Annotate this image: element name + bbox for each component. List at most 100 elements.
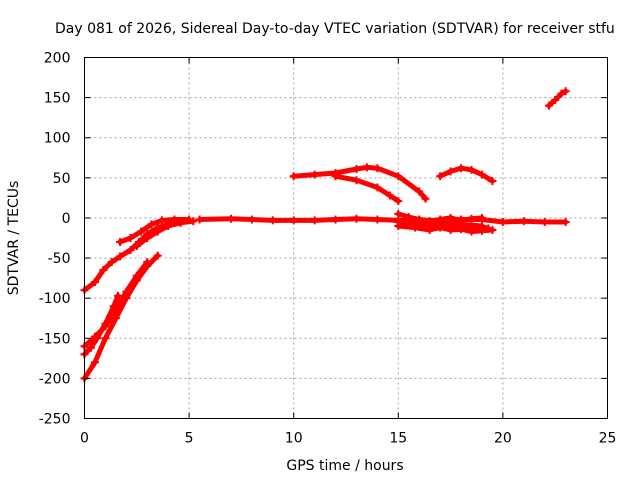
data-point: [101, 322, 110, 331]
series-spur-1: [546, 88, 569, 109]
series-track-2: [82, 253, 161, 381]
data-point: [373, 183, 382, 192]
data-point: [421, 194, 430, 203]
data-point: [247, 215, 256, 224]
data-point: [477, 213, 486, 222]
x-tick-label: 15: [389, 431, 407, 447]
data-point: [289, 216, 298, 225]
data-point: [122, 287, 131, 296]
data-point: [331, 215, 340, 224]
y-tick-label: -150: [39, 331, 71, 347]
data-point: [540, 217, 549, 226]
x-tick-label: 20: [494, 431, 512, 447]
data-point: [457, 223, 466, 232]
data-point: [310, 170, 319, 179]
data-point: [519, 217, 528, 226]
data-point: [488, 177, 497, 186]
data-point: [373, 215, 382, 224]
data-point: [90, 358, 99, 367]
x-tick-label: 0: [80, 431, 89, 447]
y-tick-label: 100: [44, 131, 71, 147]
series-layer: [80, 87, 570, 383]
data-point: [101, 334, 110, 343]
grid-layer: [84, 57, 608, 419]
data-point: [551, 96, 560, 105]
data-point: [477, 170, 486, 179]
data-point: [157, 216, 166, 225]
x-tick-label: 5: [185, 431, 194, 447]
data-point: [446, 167, 455, 176]
data-point: [153, 227, 162, 236]
data-point: [90, 278, 99, 287]
data-point: [467, 214, 476, 223]
x-axis-label: GPS time / hours: [286, 458, 403, 474]
y-axis-label: SDTVAR / TECUs: [6, 181, 22, 296]
data-point: [331, 172, 340, 181]
y-tick-label: -250: [39, 412, 71, 428]
data-point: [561, 217, 570, 226]
data-point: [385, 191, 394, 200]
data-point: [310, 216, 319, 225]
data-point: [436, 172, 445, 181]
data-point: [457, 216, 466, 225]
data-point: [195, 215, 204, 224]
data-point: [90, 332, 99, 341]
data-point: [425, 217, 434, 226]
y-tick-label: 200: [44, 51, 71, 67]
data-point: [352, 176, 361, 185]
data-point: [561, 87, 570, 96]
data-point: [226, 214, 235, 223]
tick-layer: 0 5 10 15 20 25 -250 -200 -150 -100 -50 0 50 100 150 20…: [39, 51, 617, 447]
data-point: [467, 165, 476, 174]
data-point: [544, 101, 553, 110]
data-point: [116, 238, 125, 247]
data-point: [352, 214, 361, 223]
data-point: [498, 217, 507, 226]
data-point: [86, 343, 95, 352]
data-point: [153, 251, 162, 260]
data-point: [457, 164, 466, 173]
data-point: [189, 217, 198, 226]
data-point: [176, 218, 185, 227]
data-point: [136, 227, 145, 236]
data-point: [143, 258, 152, 267]
data-point: [126, 246, 135, 255]
data-point: [557, 89, 566, 98]
data-point: [394, 217, 403, 226]
y-tick-label: -50: [48, 251, 71, 267]
data-point: [415, 187, 424, 196]
data-point: [352, 165, 361, 174]
data-point: [404, 213, 413, 222]
data-point: [107, 258, 116, 267]
y-tick-label: 0: [62, 211, 71, 227]
data-point: [289, 172, 298, 181]
data-point: [415, 215, 424, 224]
x-tick-label: 25: [599, 431, 617, 447]
data-point: [132, 242, 141, 251]
data-point: [394, 209, 403, 218]
data-point: [394, 197, 403, 206]
y-tick-label: 50: [53, 171, 71, 187]
data-point: [113, 291, 122, 300]
data-point: [362, 163, 371, 172]
data-point: [99, 266, 108, 275]
data-point: [111, 306, 120, 315]
data-point: [446, 213, 455, 222]
data-point: [373, 164, 382, 173]
data-point: [436, 215, 445, 224]
y-tick-label: -100: [39, 291, 71, 307]
chart-title: Day 081 of 2026, Sidereal Day-to-day VTE…: [55, 21, 615, 37]
data-point: [268, 216, 277, 225]
data-point: [132, 271, 141, 280]
x-tick-label: 10: [285, 431, 303, 447]
data-point: [484, 224, 493, 233]
data-point: [394, 172, 403, 181]
data-point: [116, 252, 125, 261]
y-tick-label: -200: [39, 371, 71, 387]
y-tick-label: 150: [44, 91, 71, 107]
data-point: [126, 234, 135, 242]
data-point: [477, 222, 486, 231]
data-point: [164, 221, 173, 230]
data-point: [143, 234, 152, 242]
